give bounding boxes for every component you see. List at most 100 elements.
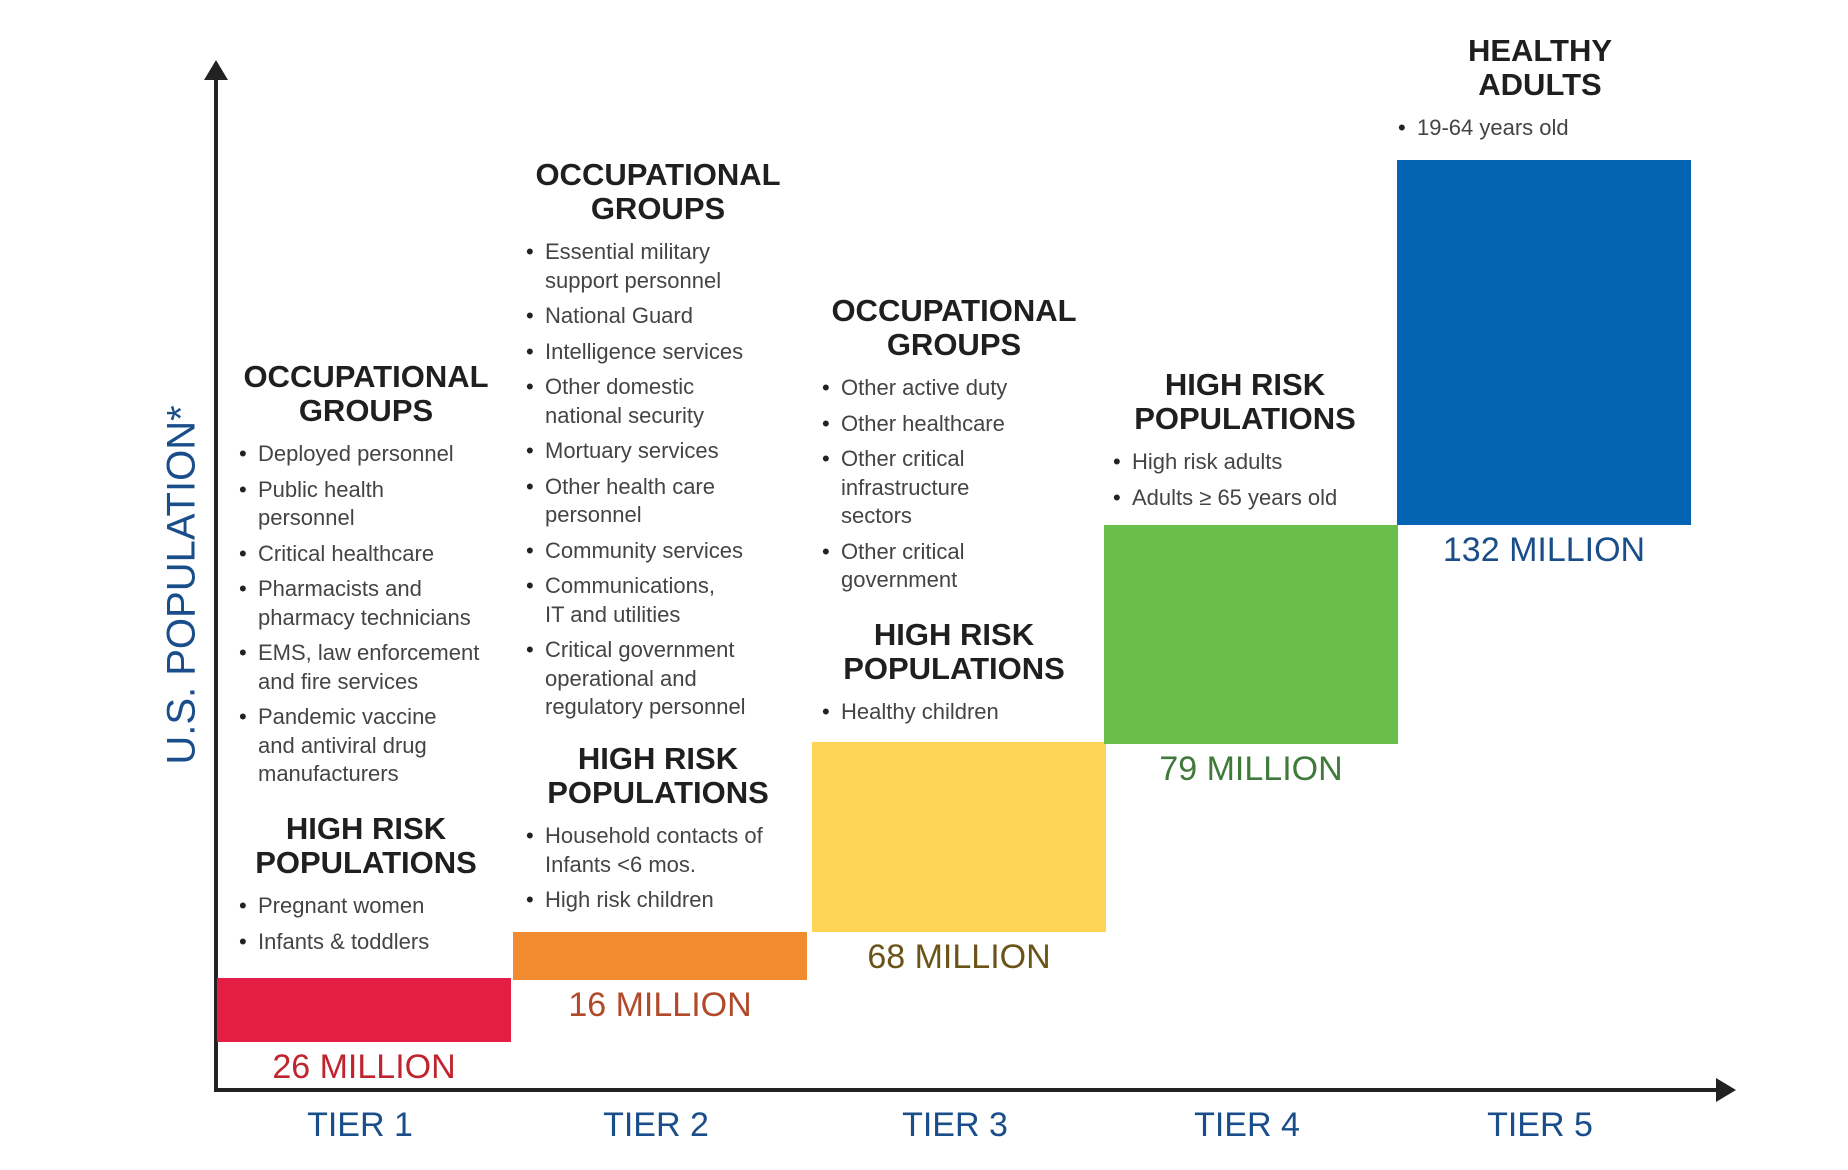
group-item-line: and fire services — [258, 668, 419, 694]
group-item-line: Communications, — [545, 573, 715, 598]
tier-3-label: TIER 3 — [902, 1106, 1008, 1144]
group-item: • Community services — [523, 537, 793, 566]
group-item-line: 19-64 years old — [1417, 115, 1569, 140]
tier-3-amount: 68 MILLION — [867, 938, 1051, 976]
tier-4-label: TIER 4 — [1194, 1106, 1300, 1144]
tier-4-group-1: HIGH RISK POPULATIONS • High risk adults • Ad… — [1110, 368, 1380, 519]
group-heading-line: POPULATIONS — [547, 775, 769, 810]
group-item-line: personnel — [545, 502, 642, 527]
bullet-icon: • — [526, 303, 534, 328]
group-item: • Critical healthcare — [236, 540, 496, 569]
y-axis-arrowhead — [204, 60, 228, 80]
group-heading-line: GROUPS — [886, 327, 1022, 362]
group-heading-line: GROUPS — [590, 191, 726, 226]
group-item-line: Critical government — [545, 637, 735, 662]
group-item-list: • Other active duty • Other healthcare • Othe… — [819, 374, 1089, 595]
bullet-icon: • — [526, 338, 534, 364]
group-item: • Infants & toddlers — [236, 928, 496, 957]
bullet-icon: • — [526, 637, 534, 662]
group-item: • Household contacts of Infants <6 mos. — [523, 822, 793, 879]
group-heading: HIGH RISK POPULATIONS — [819, 618, 1089, 686]
x-axis-arrowhead — [1716, 1078, 1736, 1102]
group-item-line: personnel — [258, 505, 355, 530]
group-item: • Other critical infrastructure sectors — [819, 445, 1089, 531]
group-heading-line: POPULATIONS — [1134, 401, 1356, 436]
bullet-icon: • — [239, 476, 247, 502]
group-item-list: • Healthy children — [819, 698, 1089, 727]
group-heading-line: HIGH RISK — [873, 617, 1035, 652]
group-heading-line: HIGH RISK — [1164, 367, 1326, 402]
group-item: • Intelligence services — [523, 338, 793, 367]
group-item: • 19-64 years old — [1395, 114, 1685, 143]
group-item-line: Other domestic — [545, 374, 695, 399]
group-item: • Other domestic national security — [523, 373, 793, 430]
tier-2-group-2: HIGH RISK POPULATIONS • Household contacts … — [523, 742, 793, 922]
group-item: • Healthy children — [819, 698, 1089, 727]
group-item-list: • Essential military support personnel • Nat… — [523, 238, 793, 722]
group-item-line: Deployed personnel — [258, 441, 454, 466]
bullet-icon: • — [526, 473, 534, 499]
bullet-icon: • — [526, 239, 534, 264]
tier-2-block — [513, 932, 807, 980]
group-item-line: Pregnant women — [258, 893, 425, 918]
group-heading-line: ADULTS — [1478, 67, 1602, 102]
bullet-icon: • — [526, 537, 534, 563]
group-item: • Pharmacists and pharmacy technicians — [236, 575, 496, 632]
group-heading-line: HEALTHY — [1467, 33, 1613, 68]
group-item-line: IT and utilities — [545, 601, 681, 627]
group-item-line: sectors — [841, 503, 912, 528]
tier-5-block — [1397, 160, 1691, 525]
group-item-line: Intelligence services — [545, 338, 744, 364]
bullet-icon: • — [526, 823, 534, 848]
bullet-icon: • — [239, 441, 247, 466]
group-item-line: Mortuary services — [545, 438, 719, 463]
group-item: • Pandemic vaccine and antiviral drug manuf… — [236, 703, 496, 789]
group-heading: HIGH RISK POPULATIONS — [236, 812, 496, 880]
tier-3-group-1: OCCUPATIONAL GROUPS • Other active duty • Oth… — [819, 294, 1089, 602]
tier-1-group-2: HIGH RISK POPULATIONS • Pregnant women • Infa… — [236, 812, 496, 963]
group-item-line: Public health — [258, 476, 384, 502]
bullet-icon: • — [822, 538, 830, 564]
group-item: • High risk children — [523, 886, 793, 915]
group-heading: HEALTHY ADULTS — [1395, 34, 1685, 102]
group-item-line: Essential military — [545, 239, 711, 264]
group-heading: HIGH RISK POPULATIONS — [523, 742, 793, 810]
group-item-line: operational and — [545, 665, 697, 691]
group-item-line: EMS, law enforcement — [258, 640, 480, 665]
group-item-line: national security — [545, 402, 704, 428]
bullet-icon: • — [239, 928, 247, 954]
tier-1-group-1: OCCUPATIONAL GROUPS • Deployed personnel • Pu… — [236, 360, 496, 796]
bullet-icon: • — [239, 704, 247, 729]
bullet-icon: • — [822, 446, 830, 471]
bullet-icon: • — [1113, 449, 1121, 474]
tier-3-group-2: HIGH RISK POPULATIONS • Healthy children — [819, 618, 1089, 734]
group-item: • Pregnant women — [236, 892, 496, 921]
group-item-line: Other health care — [545, 473, 715, 499]
group-item: • Critical government operational and regul… — [523, 636, 793, 722]
group-item-line: High risk children — [545, 887, 714, 912]
group-item-list: • Pregnant women • Infants & toddlers — [236, 892, 496, 956]
group-heading-line: HIGH RISK — [285, 811, 447, 846]
group-item-list: • 19-64 years old — [1395, 114, 1685, 143]
group-item: • Other critical government — [819, 538, 1089, 595]
group-heading: OCCUPATIONAL GROUPS — [819, 294, 1089, 362]
tier-4-block — [1104, 525, 1398, 744]
group-heading: OCCUPATIONAL GROUPS — [523, 158, 793, 226]
group-item: • Other healthcare — [819, 410, 1089, 439]
tier-3-block — [812, 742, 1106, 932]
bullet-icon: • — [526, 438, 534, 463]
group-item-line: regulatory personnel — [545, 694, 746, 719]
group-item: • Other health care personnel — [523, 473, 793, 530]
bullet-icon: • — [239, 893, 247, 918]
tier-2-amount: 16 MILLION — [568, 986, 752, 1024]
group-item-line: and antiviral drug — [258, 732, 427, 758]
group-heading-line: OCCUPATIONAL — [535, 157, 781, 192]
tier-4-amount: 79 MILLION — [1159, 750, 1343, 788]
group-item-line: support personnel — [545, 267, 722, 293]
group-item-list: • Deployed personnel • Public health personn… — [236, 440, 496, 789]
group-item: • Adults ≥ 65 years old — [1110, 484, 1380, 513]
tier-1-amount: 26 MILLION — [272, 1048, 456, 1086]
bullet-icon: • — [822, 699, 830, 724]
